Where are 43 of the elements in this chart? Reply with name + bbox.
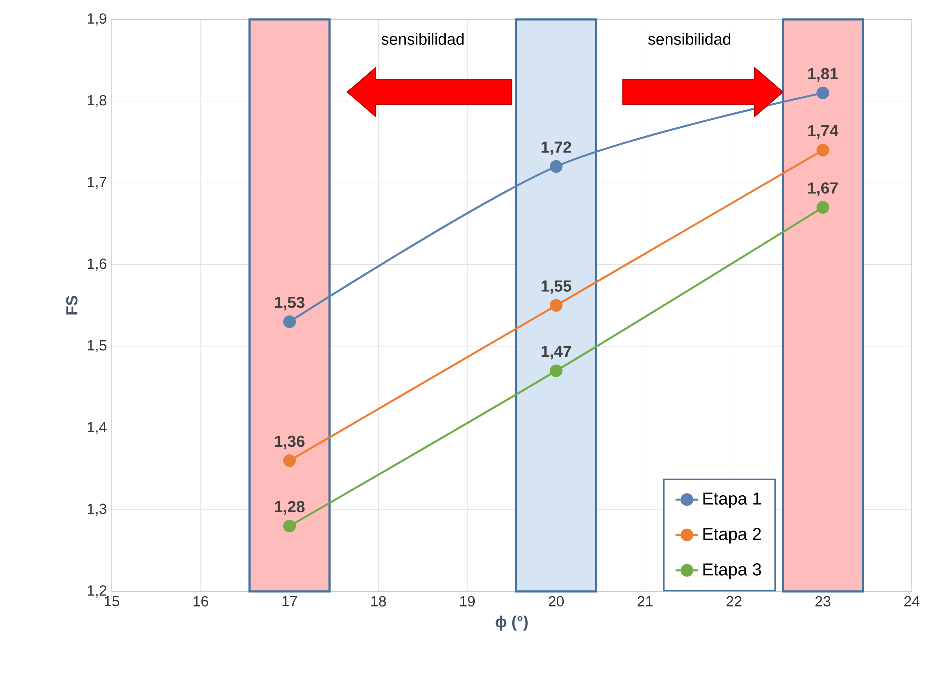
y-tick-label: 1,3 <box>88 504 107 516</box>
data-label: 1,81 <box>808 68 838 82</box>
x-tick-label: 23 <box>816 596 831 607</box>
data-label: 1,47 <box>542 346 572 360</box>
data-label: 1,67 <box>808 182 838 196</box>
x-tick-label: 15 <box>104 596 120 607</box>
annotation: sensibilidad <box>648 33 731 46</box>
data-label: 1,28 <box>275 501 305 515</box>
x-tick-label: 22 <box>726 596 742 607</box>
x-tick-label: 18 <box>372 596 386 607</box>
y-axis-title: FS <box>66 296 78 315</box>
y-tick-label: 1,9 <box>88 14 107 26</box>
legend-label: Etapa 3 <box>704 564 762 580</box>
point <box>816 86 830 100</box>
point <box>816 201 830 214</box>
y-tick-label: 1,5 <box>88 340 107 352</box>
y-tick-label: 1,6 <box>88 258 107 271</box>
data-label: 1,72 <box>542 142 572 156</box>
x-tick-label: 16 <box>194 596 208 607</box>
data-label: 1,36 <box>275 436 305 450</box>
point <box>283 316 296 328</box>
point <box>550 364 563 378</box>
y-tick-label: 1,2 <box>88 586 107 598</box>
x-tick-label: 19 <box>460 596 476 607</box>
y-tick-label: 1,7 <box>88 177 107 190</box>
point <box>550 299 563 312</box>
y-tick-label: 1,8 <box>88 95 107 108</box>
point <box>283 520 296 533</box>
point <box>550 160 563 174</box>
data-label: 1,74 <box>808 126 839 140</box>
x-tick-label: 17 <box>282 596 298 606</box>
legend-label: Etapa 2 <box>704 528 762 544</box>
annotation: sensibilidad <box>382 33 464 46</box>
point <box>283 454 296 468</box>
x-tick-label: 20 <box>549 596 564 607</box>
y-tick-label: 1,4 <box>88 422 107 434</box>
legend-label: Etapa 1 <box>704 492 762 508</box>
x-tick-label: 21 <box>638 596 653 607</box>
x-axis-title: ϕ (°) <box>496 616 528 631</box>
x-tick-label: 24 <box>904 596 920 607</box>
point <box>816 144 830 157</box>
data-label: 1,55 <box>542 280 572 294</box>
data-label: 1,53 <box>275 296 305 311</box>
